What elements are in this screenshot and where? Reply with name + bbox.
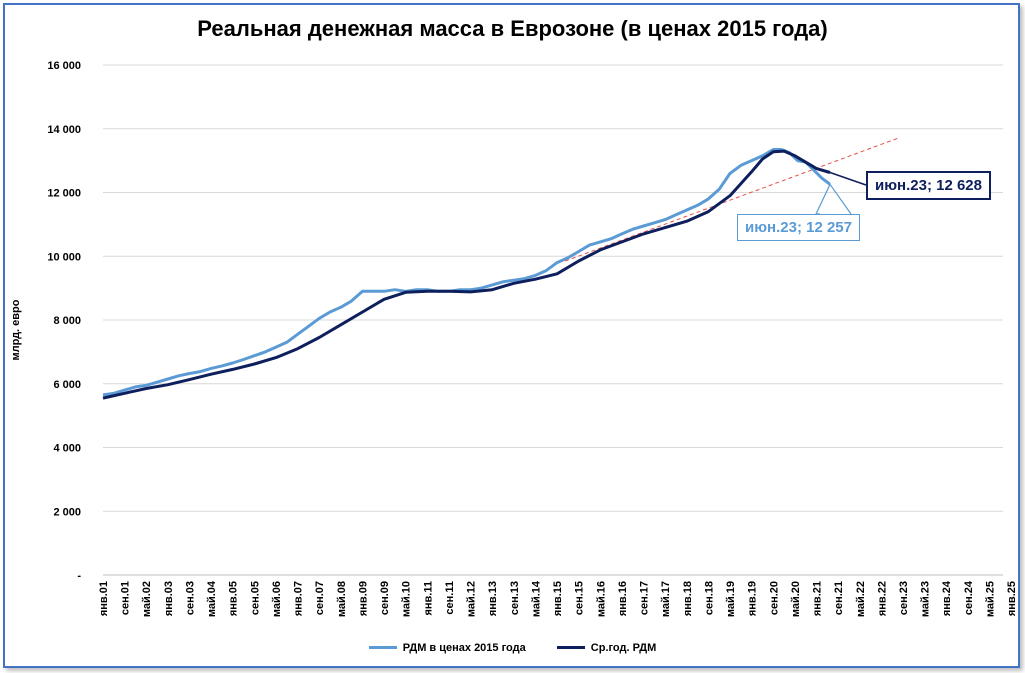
x-tick-label: сен.01 — [120, 581, 132, 615]
x-tick-label: май.14 — [530, 580, 542, 617]
x-tick-label: янв.01 — [98, 581, 110, 616]
x-tick-label: май.08 — [336, 581, 348, 617]
series-line-real — [102, 148, 831, 397]
legend-item-real: РДМ в ценах 2015 года — [368, 641, 526, 654]
x-tick-label: май.19 — [725, 581, 737, 617]
trend-line-layer — [564, 137, 898, 262]
callout-leader-average — [829, 171, 867, 186]
legend-item-average: Ср.год. РДМ — [556, 641, 657, 654]
legend-swatch-real — [368, 646, 397, 649]
chart-title: Реальная денежная масса в Еврозоне (в це… — [197, 16, 828, 41]
x-tick-label: сен.17 — [639, 581, 651, 615]
x-tick-label: май.12 — [466, 581, 478, 617]
x-tick-label: май.04 — [206, 580, 218, 617]
callout-real-value: июн.23; 12 257 — [737, 214, 860, 241]
y-tick-label: - — [77, 570, 81, 582]
callout-leader-real-2 — [829, 183, 852, 215]
legend-label-real: РДМ в ценах 2015 года — [402, 641, 526, 654]
series-layer — [102, 148, 831, 400]
legend: РДМ в ценах 2015 года Ср.год. РДМ — [0, 640, 1025, 654]
y-tick-label: 2 000 — [53, 506, 81, 518]
x-tick-label: сен.20 — [768, 581, 780, 615]
x-tick-label: сен.15 — [574, 581, 586, 615]
legend-swatch-average — [556, 646, 585, 649]
x-tick-label: янв.18 — [682, 581, 694, 616]
x-tick-label: янв.22 — [876, 581, 888, 616]
x-tick-label: май.17 — [660, 581, 672, 617]
x-tick-label: янв.25 — [1006, 581, 1018, 616]
series-line-average — [102, 149, 831, 400]
x-tick-label: май.10 — [401, 581, 413, 617]
x-tick-label: сен.03 — [184, 581, 196, 615]
x-tick-label: янв.05 — [228, 581, 240, 616]
y-tick-label: 4 000 — [53, 443, 81, 455]
x-tick-labels: янв.01 сен.01 май.02 янв.03 сен.03 май.04 янв.… — [98, 580, 1018, 617]
x-tick-label: сен.05 — [249, 581, 261, 615]
x-tick-label: сен.23 — [898, 581, 910, 615]
x-tick-label: янв.07 — [293, 581, 305, 616]
x-tick-label: сен.18 — [703, 581, 715, 615]
y-tick-label: 12 000 — [47, 188, 81, 200]
x-tick-label: янв.16 — [617, 581, 629, 616]
x-tick-label: янв.24 — [941, 580, 953, 616]
x-tick-label: янв.09 — [357, 581, 369, 616]
y-tick-label: 6 000 — [53, 379, 81, 391]
y-tick-labels: - 2 000 4 000 6 000 8 000 10 000 12 000 14 000 1… — [47, 60, 81, 582]
y-tick-label: 14 000 — [47, 124, 81, 136]
x-tick-label: янв.21 — [812, 581, 824, 616]
x-tick-label: май.06 — [271, 581, 283, 617]
x-tick-label: сен.24 — [963, 580, 975, 615]
callout-leader-real — [815, 184, 831, 215]
x-tick-label: янв.03 — [163, 581, 175, 616]
x-tick-label: сен.09 — [379, 581, 391, 615]
x-tick-label: янв.13 — [487, 581, 499, 616]
x-tick-label: май.23 — [920, 581, 932, 617]
y-tick-label: 16 000 — [47, 60, 81, 72]
x-tick-label: янв.11 — [422, 581, 434, 616]
x-tick-label: май.02 — [141, 581, 153, 617]
x-tick-label: янв.19 — [747, 581, 759, 616]
gridlines — [103, 64, 1003, 576]
x-tick-label: янв.15 — [552, 581, 564, 616]
x-tick-label: май.22 — [855, 581, 867, 617]
y-tick-label: 8 000 — [53, 315, 81, 327]
x-tick-label: май.25 — [984, 581, 996, 617]
callout-average-value: июн.23; 12 628 — [866, 171, 991, 200]
x-tick-label: сен.11 — [444, 581, 456, 615]
x-tick-label: сен.07 — [314, 581, 326, 615]
legend-label-average: Ср.год. РДМ — [590, 641, 657, 654]
chart-frame — [3, 3, 1020, 668]
x-tick-label: сен.13 — [509, 581, 521, 615]
trend-line — [564, 137, 898, 262]
x-tick-label: май.16 — [595, 581, 607, 617]
x-tick-label: сен.21 — [833, 581, 845, 615]
x-tick-label: май.20 — [790, 581, 802, 617]
y-tick-label: 10 000 — [47, 251, 81, 263]
